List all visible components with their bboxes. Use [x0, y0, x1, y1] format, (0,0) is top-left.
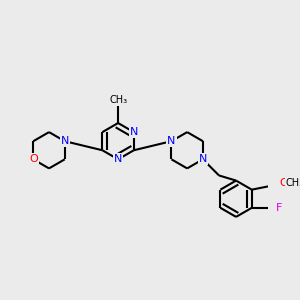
Text: N: N	[199, 154, 207, 164]
Text: CH₃: CH₃	[285, 178, 300, 188]
Text: N: N	[130, 127, 138, 137]
Text: CH₃: CH₃	[109, 95, 127, 105]
Text: O: O	[280, 178, 288, 188]
Text: F: F	[275, 203, 282, 213]
Text: N: N	[61, 136, 69, 146]
Text: O: O	[29, 154, 38, 164]
Text: N: N	[167, 136, 175, 146]
Text: N: N	[114, 154, 122, 164]
